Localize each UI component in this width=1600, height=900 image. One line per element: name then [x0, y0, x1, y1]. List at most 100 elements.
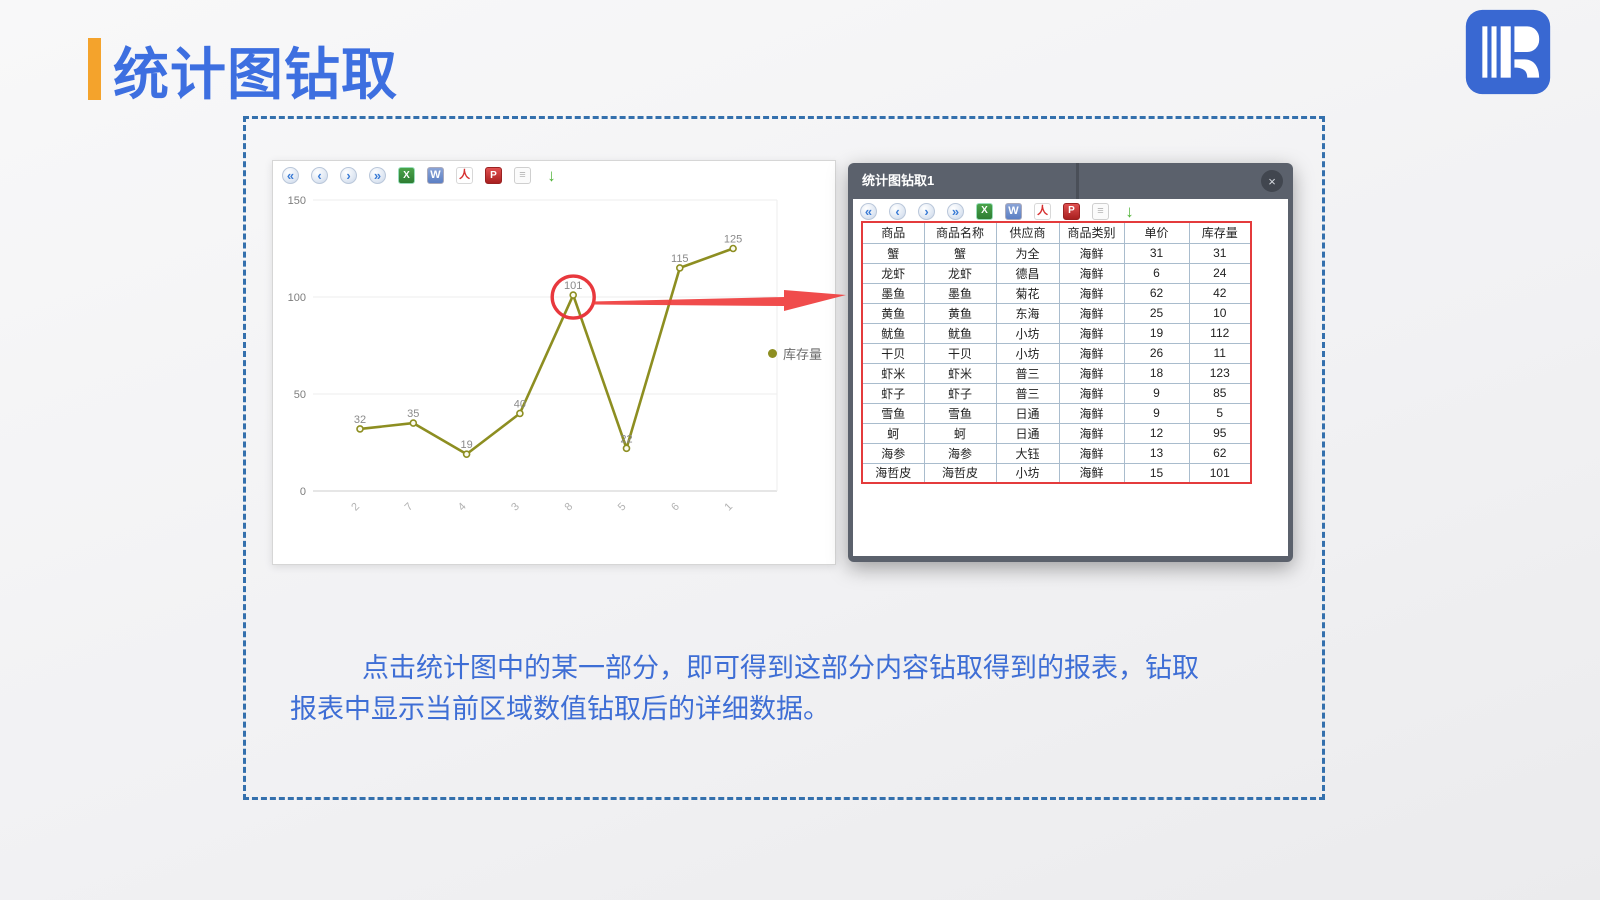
table-cell: 31 — [1188, 242, 1252, 264]
svg-text:1: 1 — [722, 501, 735, 514]
table-cell: 62 — [1188, 442, 1252, 464]
table-cell: 虾子 — [861, 382, 925, 404]
table-cell: 5 — [1188, 402, 1252, 424]
page-setup-icon[interactable]: ≡ — [514, 167, 531, 184]
last-page-icon[interactable]: » — [369, 167, 386, 184]
table-cell: 海鲜 — [1058, 362, 1125, 384]
table-cell: 蚵 — [861, 422, 925, 444]
export-download-icon[interactable]: ↓ — [1125, 201, 1134, 221]
table-cell: 9 — [1123, 402, 1190, 424]
table-row: 干贝 干贝 小坊 海鲜 26 11 — [861, 342, 1252, 364]
table-cell: 10 — [1188, 302, 1252, 324]
svg-text:2: 2 — [349, 501, 362, 514]
table-cell: 海参 — [923, 442, 997, 464]
prev-page-icon[interactable]: ‹ — [311, 167, 328, 184]
table-cell: 小坊 — [995, 342, 1060, 364]
brand-logo-icon — [1465, 9, 1551, 95]
column-header: 商品 — [861, 221, 925, 244]
svg-text:5: 5 — [616, 501, 629, 514]
print-icon[interactable]: P — [485, 167, 502, 184]
word-export-icon[interactable]: W — [427, 167, 444, 184]
table-cell: 25 — [1123, 302, 1190, 324]
excel-export-icon[interactable]: X — [976, 202, 993, 220]
table-cell: 为全 — [995, 242, 1060, 264]
table-cell: 德昌 — [995, 262, 1060, 284]
word-export-icon[interactable]: W — [1005, 202, 1022, 220]
table-cell: 海鲜 — [1058, 302, 1125, 324]
table-row: 海参 海参 大钰 海鲜 13 62 — [861, 442, 1252, 464]
description-line-2: 报表中显示当前区域数值钻取后的详细数据。 — [290, 694, 830, 724]
table-cell: 墨鱼 — [923, 282, 997, 304]
table-cell: 雪鱼 — [861, 402, 925, 424]
table-cell: 鱿鱼 — [923, 322, 997, 344]
table-cell: 9 — [1123, 382, 1190, 404]
drill-table: 商品 商品名称 供应商 商品类别 单价 库存量 蟹蟹为全 海鲜 31 31 龙虾 龙虾 德昌 海鲜 6 24… — [861, 221, 1252, 484]
prev-page-icon[interactable]: ‹ — [889, 202, 906, 220]
table-cell: 13 — [1123, 442, 1190, 464]
next-page-icon[interactable]: › — [340, 167, 357, 184]
table-cell: 日通 — [995, 402, 1060, 424]
svg-text:32: 32 — [354, 414, 366, 426]
table-cell: 海哲皮 — [923, 462, 997, 484]
table-cell: 小坊 — [995, 462, 1060, 484]
popup-title: 统计图钻取1 — [862, 173, 935, 188]
page-setup-icon[interactable]: ≡ — [1092, 202, 1109, 220]
column-header: 供应商 — [995, 221, 1060, 244]
pdf-export-icon[interactable]: 人 — [456, 167, 473, 184]
svg-text:8: 8 — [563, 501, 576, 514]
svg-text:35: 35 — [407, 408, 419, 420]
svg-text:7: 7 — [403, 501, 416, 514]
table-cell: 6 — [1123, 262, 1190, 284]
export-download-icon[interactable]: ↓ — [547, 166, 556, 185]
table-cell: 干贝 — [923, 342, 997, 364]
table-cell: 26 — [1123, 342, 1190, 364]
table-cell: 12 — [1123, 422, 1190, 444]
table-row: 海哲皮 海哲皮 小坊 海鲜 15 101 — [861, 462, 1252, 484]
page-title: 统计图钻取 — [113, 43, 398, 106]
table-cell: 海鲜 — [1058, 402, 1125, 424]
table-cell: 62 — [1123, 282, 1190, 304]
svg-text:101: 101 — [564, 280, 582, 292]
table-cell: 海鲜 — [1058, 342, 1125, 364]
table-row: 虾米 虾米 普三 海鲜 18 123 — [861, 362, 1252, 384]
svg-text:6: 6 — [669, 501, 682, 514]
close-icon[interactable]: × — [1261, 170, 1283, 192]
table-cell: 蟹 — [923, 242, 997, 264]
description-text: 点击统计图中的某一部分，即可得到这部分内容钻取得到的报表，钻取 报表中显示当前区… — [290, 648, 1300, 730]
table-row: 蚵蚵日通 海鲜 12 95 — [861, 422, 1252, 444]
svg-text:150: 150 — [288, 195, 306, 207]
next-page-icon[interactable]: › — [918, 202, 935, 220]
popup-titlebar[interactable]: 统计图钻取1 × — [848, 163, 1293, 199]
svg-text:19: 19 — [460, 439, 472, 451]
svg-text:0: 0 — [300, 486, 306, 498]
table-cell: 东海 — [995, 302, 1060, 324]
table-row: 墨鱼 墨鱼 菊花 海鲜 62 42 — [861, 282, 1252, 304]
table-cell: 普三 — [995, 362, 1060, 384]
table-row: 虾子 虾子 普三 海鲜 9 85 — [861, 382, 1252, 404]
excel-export-icon[interactable]: X — [398, 167, 415, 184]
table-row: 鱿鱼 鱿鱼 小坊 海鲜 19 112 — [861, 322, 1252, 344]
first-page-icon[interactable]: « — [282, 167, 299, 184]
table-cell: 蟹 — [861, 242, 925, 264]
svg-text:100: 100 — [288, 292, 306, 304]
table-cell: 虾米 — [861, 362, 925, 384]
column-header: 库存量 — [1188, 221, 1252, 244]
legend-series-label: 库存量 — [783, 347, 823, 362]
inventory-line-chart[interactable]: 0 50 100 150 2 7 4 3 8 5 6 1 32 35 19 40 101 22 115 125 — [273, 187, 837, 566]
table-cell: 日通 — [995, 422, 1060, 444]
print-icon[interactable]: P — [1063, 202, 1080, 220]
svg-text:4: 4 — [456, 501, 469, 514]
table-cell: 31 — [1123, 242, 1190, 264]
first-page-icon[interactable]: « — [860, 202, 877, 220]
last-page-icon[interactable]: » — [947, 202, 964, 220]
table-cell: 小坊 — [995, 322, 1060, 344]
svg-text:40: 40 — [514, 398, 526, 410]
pdf-export-icon[interactable]: 人 — [1034, 202, 1051, 220]
description-line-1: 点击统计图中的某一部分，即可得到这部分内容钻取得到的报表，钻取 — [362, 653, 1199, 683]
table-cell: 海鲜 — [1058, 462, 1125, 484]
report-panel: « ‹ › » X W 人 P ≡ ↓ 0 50 100 150 2 7 4 3 8 5 6 1 32 35 19 40 101 2… — [272, 160, 836, 565]
table-cell: 海参 — [861, 442, 925, 464]
popup-toolbar: « ‹ › » X W 人 P ≡ ↓ — [853, 199, 1288, 221]
table-cell: 蚵 — [923, 422, 997, 444]
